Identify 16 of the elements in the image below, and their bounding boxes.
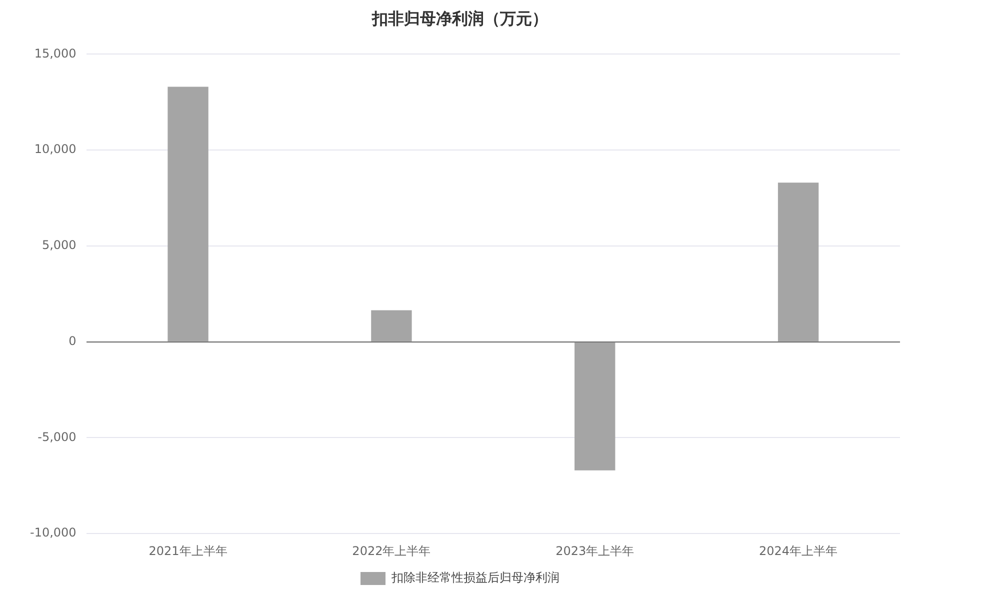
x-tick-label: 2024年上半年: [759, 544, 838, 558]
y-tick-label: 0: [68, 334, 76, 348]
y-tick-label: 5,000: [42, 238, 76, 252]
bar: [371, 310, 412, 342]
x-tick-label: 2023年上半年: [556, 544, 634, 558]
y-tick-label: -10,000: [30, 526, 76, 540]
y-tick-label: 15,000: [34, 46, 76, 60]
bar: [574, 342, 616, 470]
x-tick-label: 2022年上半年: [352, 544, 431, 558]
x-tick-label: 2021年上半年: [148, 544, 228, 558]
y-tick-label: 10,000: [34, 142, 76, 156]
bar: [778, 182, 819, 342]
bar: [168, 86, 208, 342]
legend-label: 扣除非经常性损益后归母净利润: [390, 570, 560, 585]
y-tick-label: -5,000: [38, 430, 76, 444]
chart-title: 扣非归母净利润（万元）: [371, 8, 548, 28]
